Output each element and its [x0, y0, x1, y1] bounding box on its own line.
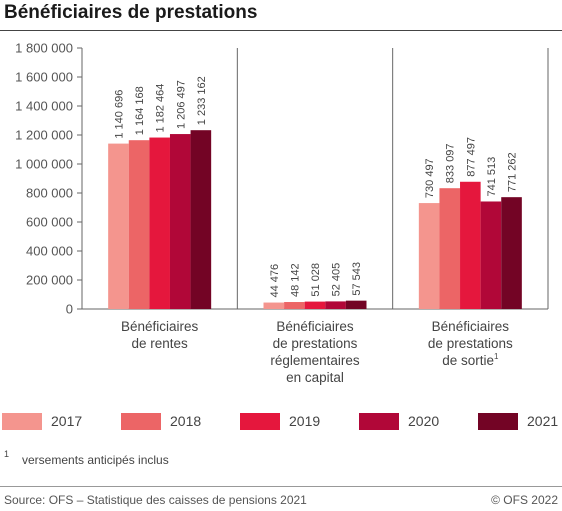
data-label: 741 513	[486, 157, 498, 197]
bar-2018	[284, 302, 305, 309]
y-tick-label: 0	[66, 302, 73, 317]
y-tick-label: 1 600 000	[15, 70, 73, 85]
bar-2018	[128, 140, 150, 309]
bars	[108, 130, 522, 309]
category-label: Bénéficiaires de rentes	[121, 319, 199, 351]
bar-2019	[149, 137, 170, 309]
y-tick-label: 400 000	[26, 244, 73, 259]
chart-title: Bénéficiaires de prestations	[4, 2, 258, 23]
category-labels: Bénéficiaires de rentes Bénéficiaires de pr…	[121, 319, 513, 385]
legend-swatch	[121, 413, 161, 430]
legend-label: 2018	[170, 413, 202, 429]
data-label: 833 097	[445, 143, 457, 183]
category-label: Bénéficiaires de prestations réglementaire…	[270, 319, 360, 385]
title-divider	[0, 30, 562, 31]
legend-label: 2019	[289, 413, 321, 429]
data-label: 1 206 497	[175, 80, 187, 129]
data-label: 730 497	[424, 158, 436, 198]
bar-2017	[418, 203, 440, 309]
y-tick-label: 1 200 000	[15, 128, 73, 143]
bar-2021	[190, 130, 212, 309]
y-tick-label: 800 000	[26, 186, 73, 201]
bar-2021	[345, 300, 367, 309]
footnote-superscript: 1	[494, 352, 499, 361]
data-label: 48 142	[289, 263, 301, 297]
data-label: 1 164 168	[134, 86, 146, 135]
bar-2017	[263, 302, 285, 309]
source-text: Source: OFS – Statistique des caisses de…	[4, 493, 307, 507]
legend-swatch	[2, 413, 42, 430]
bar-2021	[501, 197, 522, 309]
y-tick-label: 600 000	[26, 215, 73, 230]
data-labels: 1 140 696 1 164 168 1 182 464 1 206 497 1 23…	[113, 76, 518, 297]
data-label: 51 028	[310, 263, 322, 297]
legend-label: 2020	[408, 413, 440, 429]
legend-label: 2021	[527, 413, 559, 429]
data-label: 1 140 696	[113, 90, 125, 139]
bar-chart: 0 200 000 400 000 600 000 800 000 1 000 000 1 …	[15, 41, 549, 385]
data-label: 771 262	[507, 152, 519, 192]
legend-label: 2017	[51, 413, 83, 429]
bar-2020	[480, 201, 502, 309]
data-label: 877 497	[465, 137, 477, 177]
bar-2019	[304, 301, 326, 309]
data-label: 57 543	[351, 262, 363, 296]
data-label: 44 476	[269, 264, 281, 298]
footnote-marker: 1	[4, 449, 10, 459]
legend-swatch	[478, 413, 518, 430]
bar-2017	[108, 143, 129, 309]
bar-2019	[460, 181, 481, 309]
footnote-text: versements anticipés inclus	[22, 453, 169, 467]
y-tick-label: 1 400 000	[15, 99, 73, 114]
footer-divider	[0, 486, 562, 487]
legend: 2017 2018 2019 2020 2021	[0, 410, 562, 436]
category-label: Bénéficiaires de prestations de sortie1	[428, 319, 513, 368]
y-tick-label: 1 000 000	[15, 157, 73, 172]
bar-2020	[325, 301, 346, 309]
y-tick-label: 1 800 000	[15, 41, 73, 56]
y-tick-label: 200 000	[26, 273, 73, 288]
bar-2020	[169, 134, 191, 309]
data-label: 1 233 162	[196, 76, 208, 125]
bar-2018	[439, 188, 461, 309]
copyright-text: © OFS 2022	[491, 493, 558, 507]
y-axis: 0 200 000 400 000 600 000 800 000 1 000 000 1 …	[15, 41, 82, 317]
data-label: 52 405	[331, 263, 343, 297]
data-label: 1 182 464	[155, 84, 167, 133]
legend-swatch	[240, 413, 280, 430]
legend-swatch	[359, 413, 399, 430]
